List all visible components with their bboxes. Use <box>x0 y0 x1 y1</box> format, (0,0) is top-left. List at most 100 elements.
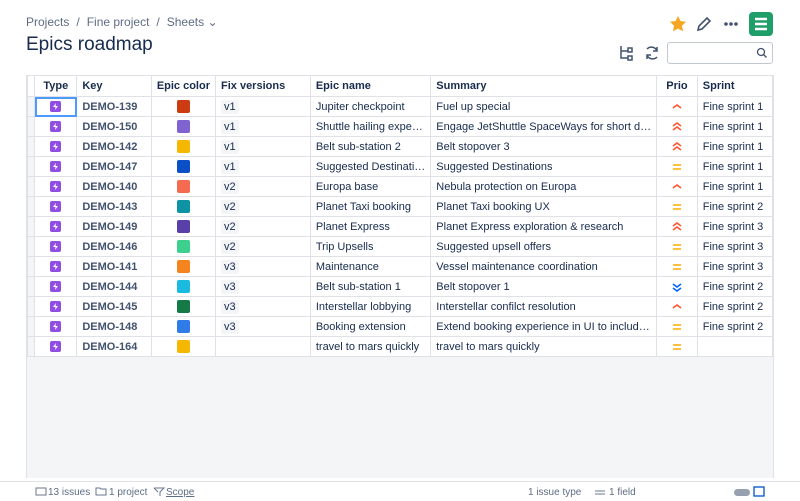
issues-table: Type Key Epic color Fix versions Epic name Su… <box>27 75 773 357</box>
issue-row[interactable]: DEMO-145 v3 Interstellar lobbying Interstel… <box>27 296 773 317</box>
star-button[interactable] <box>670 16 686 32</box>
issue-row[interactable]: DEMO-139 v1 Jupiter checkpoint Fuel up spec… <box>27 96 773 117</box>
issue-row[interactable]: DEMO-142 v1 Belt sub-station 2 Belt stopove… <box>27 136 773 157</box>
issue-key[interactable]: DEMO-140 <box>76 176 152 197</box>
sprint-cell: Fine sprint 3 <box>696 236 773 257</box>
icon-bolt <box>53 163 59 171</box>
priority-icon <box>672 104 682 109</box>
epic-type-icon <box>50 121 62 133</box>
issue-row[interactable]: DEMO-146 v2 Trip Upsells Suggested upsell o… <box>27 236 773 257</box>
type-cell <box>34 96 78 117</box>
column-header[interactable]: Type <box>34 75 78 97</box>
issue-row[interactable]: DEMO-150 v1 Shuttle hailing expe… Engage Je… <box>27 116 773 137</box>
fix-version: v1 <box>221 139 239 154</box>
type-cell <box>34 216 78 237</box>
column-header[interactable]: Key <box>76 75 152 97</box>
row-gutter <box>27 296 36 317</box>
priority-glyph <box>672 283 682 292</box>
issue-key[interactable]: DEMO-145 <box>76 296 152 317</box>
epic-name: Interstellar lobbying <box>309 296 432 317</box>
hierarchy-button[interactable] <box>620 46 633 61</box>
dropdown-caret: ⌄ <box>204 15 218 29</box>
priority-icon <box>672 204 681 210</box>
summary: Extend booking experience in UI to inclu… <box>430 316 658 337</box>
page-title: Epics roadmap <box>26 34 153 55</box>
fix-version-cell: v2 <box>215 216 311 237</box>
summary: travel to mars quickly <box>430 336 658 357</box>
fix-version: v3 <box>221 319 239 334</box>
scope-link[interactable]: Scope <box>166 487 195 498</box>
type-cell <box>34 156 78 177</box>
issue-key[interactable]: DEMO-139 <box>76 96 152 117</box>
row-gutter <box>27 316 36 337</box>
summary: Planet Taxi booking UX <box>430 196 658 217</box>
summary: Suggested Destinations <box>430 156 658 177</box>
fix-version-cell: v1 <box>215 116 311 137</box>
issue-key[interactable]: DEMO-164 <box>76 336 152 357</box>
breadcrumb[interactable]: Sheets <box>166 15 205 29</box>
issue-key[interactable]: DEMO-143 <box>76 196 152 217</box>
epic-color-cell <box>150 316 217 337</box>
more-button[interactable] <box>724 22 738 26</box>
epic-name: Planet Taxi booking <box>309 196 432 217</box>
issue-row[interactable]: DEMO-143 v2 Planet Taxi booking Planet Taxi… <box>27 196 773 217</box>
epic-color-cell <box>150 136 217 157</box>
column-header[interactable]: Summary <box>430 75 658 97</box>
row-gutter <box>27 96 36 117</box>
color-swatch <box>176 260 190 273</box>
issue-row[interactable]: DEMO-164 travel to mars quickly travel to … <box>27 336 773 357</box>
breadcrumb[interactable]: Fine project <box>86 15 150 29</box>
color-swatch <box>176 100 190 113</box>
issue-key[interactable]: DEMO-144 <box>76 276 152 297</box>
priority-icon <box>672 122 682 131</box>
search-input[interactable] <box>667 42 773 64</box>
priority-glyph <box>672 344 681 350</box>
epic-name: Suggested Destinati… <box>309 156 432 177</box>
priority-icon <box>672 324 681 330</box>
issue-key[interactable]: DEMO-142 <box>76 136 152 157</box>
issue-row[interactable]: DEMO-149 v2 Planet Express Planet Express e… <box>27 216 773 237</box>
issue-row[interactable]: DEMO-148 v3 Booking extension Extend bookin… <box>27 316 773 337</box>
column-header[interactable]: Sprint <box>696 75 773 97</box>
epic-type-icon <box>50 261 62 273</box>
color-swatch <box>176 200 190 213</box>
sprint: Fine sprint 1 <box>702 180 764 193</box>
column-header[interactable]: Prio <box>656 75 698 97</box>
color-swatch <box>176 120 190 133</box>
issue-key[interactable]: DEMO-149 <box>76 216 152 237</box>
epic-color-cell <box>150 116 217 137</box>
refresh-button[interactable] <box>646 46 658 60</box>
header-row: Type Key Epic color Fix versions Epic name Su… <box>27 75 773 97</box>
epic-type-icon <box>50 201 62 213</box>
issue-row[interactable]: DEMO-141 v3 Maintenance Vessel maintenance … <box>27 256 773 277</box>
breadcrumb[interactable]: Projects <box>26 15 70 29</box>
color-swatch <box>176 240 190 253</box>
issue-row[interactable]: DEMO-140 v2 Europa base Nebula protection o… <box>27 176 773 197</box>
column-header[interactable]: Epic color <box>150 75 217 97</box>
footer: 13 issues 1 project Scope 1 issue type 1… <box>0 481 800 501</box>
epic-type-icon <box>50 161 62 173</box>
priority-cell <box>656 216 698 237</box>
priority-icon <box>672 222 682 231</box>
edit-button[interactable] <box>696 16 712 32</box>
project-count[interactable]: 1 project <box>109 487 148 498</box>
priority-glyph <box>672 104 682 109</box>
issue-key[interactable]: DEMO-146 <box>76 236 152 257</box>
issue-key[interactable]: DEMO-141 <box>76 256 152 277</box>
issue-key[interactable]: DEMO-148 <box>76 316 152 337</box>
issue-key[interactable]: DEMO-147 <box>76 156 152 177</box>
issue-row[interactable]: DEMO-147 v1 Suggested Destinati… Suggested … <box>27 156 773 177</box>
priority-cell <box>656 336 698 357</box>
icon-bolt <box>53 323 59 331</box>
summary: Fuel up special <box>430 96 658 117</box>
fix-version-cell: v2 <box>215 236 311 257</box>
epic-color-cell <box>150 276 217 297</box>
column-header[interactable]: Fix versions <box>215 75 311 97</box>
fix-version-cell: v3 <box>215 276 311 297</box>
issue-key[interactable]: DEMO-150 <box>76 116 152 137</box>
column-header[interactable]: Epic name <box>309 75 432 97</box>
separator: / <box>156 15 160 29</box>
toolbar <box>620 46 658 61</box>
issue-row[interactable]: DEMO-144 v3 Belt sub-station 1 Belt stopove… <box>27 276 773 297</box>
fix-version: v2 <box>221 219 239 234</box>
